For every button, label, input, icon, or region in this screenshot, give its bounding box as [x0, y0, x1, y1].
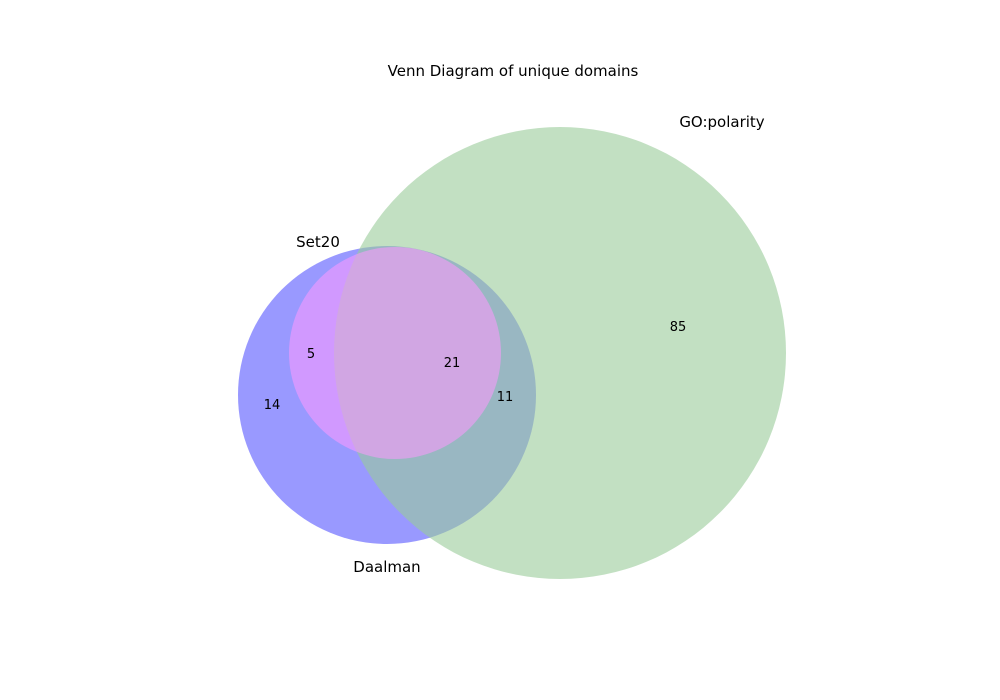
diagram-title: Venn Diagram of unique domains: [388, 62, 639, 80]
go-polarity-circle: [334, 127, 786, 579]
set20-circle: [289, 247, 501, 459]
region-count-go-polarity-only: 85: [670, 320, 687, 335]
set-label-set20: Set20: [296, 233, 340, 251]
set-label-go-polarity: GO:polarity: [679, 113, 764, 131]
region-count-daalman-go-polarity: 11: [497, 390, 514, 405]
region-count-all-three: 21: [444, 356, 461, 371]
set-label-daalman: Daalman: [353, 558, 420, 576]
region-count-daalman-set20: 5: [307, 347, 315, 362]
region-count-daalman-only: 14: [264, 398, 281, 413]
